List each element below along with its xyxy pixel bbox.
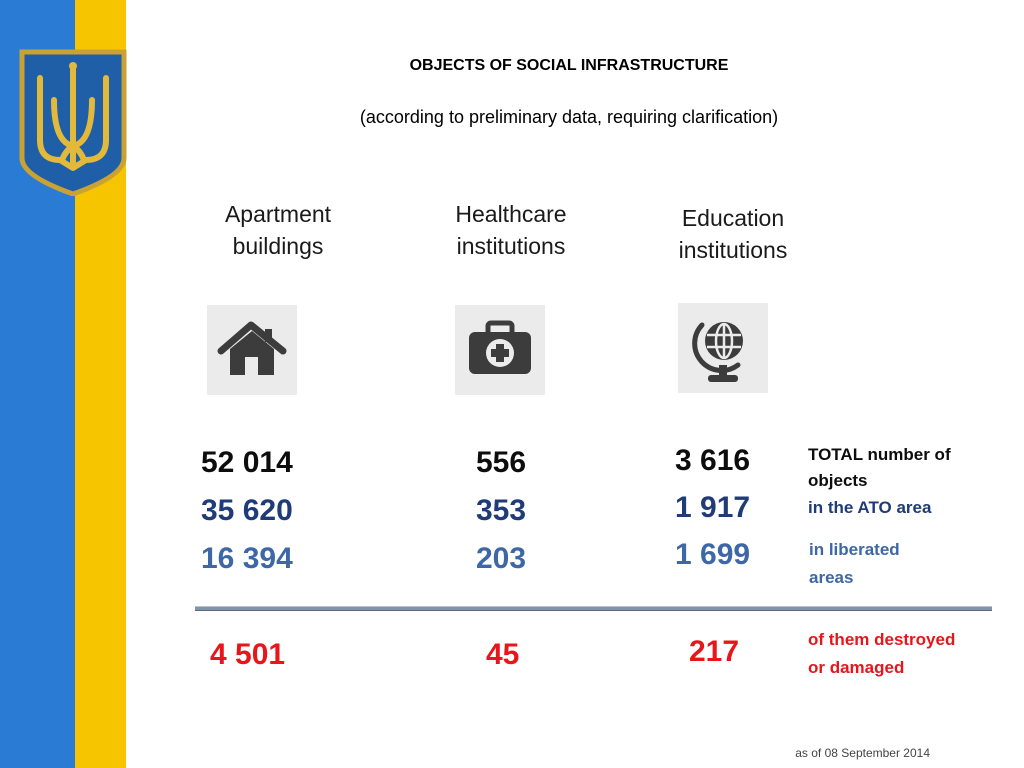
heading-line: Education	[681, 205, 785, 231]
column-heading-healthcare: Healthcare institutions	[421, 198, 601, 262]
legend-total: TOTAL number of objects	[808, 442, 951, 494]
healthcare-liberated-value: 203	[476, 542, 527, 575]
legend-line: objects	[808, 471, 868, 490]
column-heading-apartments: Apartment buildings	[188, 198, 368, 262]
legend-liberated: in liberated areas	[809, 536, 900, 592]
legend-line: of them destroyed	[808, 630, 956, 649]
trident-emblem-icon	[19, 49, 127, 196]
column-heading-education: Education institutions	[643, 202, 823, 266]
heading-line: institutions	[456, 233, 566, 259]
healthcare-icon-tile	[455, 305, 545, 395]
education-icon-tile	[678, 303, 768, 393]
legend-damaged: of them destroyed or damaged	[808, 626, 955, 682]
legend-line: TOTAL number of	[808, 445, 951, 464]
healthcare-total-value: 556	[476, 446, 527, 479]
heading-line: buildings	[232, 233, 324, 259]
medical-kit-icon	[469, 320, 531, 374]
heading-line: institutions	[678, 237, 788, 263]
legend-line: in liberated	[809, 540, 900, 559]
divider-line	[195, 606, 992, 611]
globe-icon	[692, 322, 743, 382]
house-icon	[217, 321, 287, 375]
slide-subtitle: (according to preliminary data, requirin…	[359, 107, 779, 127]
education-total-value: 3 616	[675, 444, 751, 477]
education-ato-value: 1 917	[675, 491, 751, 524]
healthcare-damaged-value: 45	[486, 638, 520, 671]
date-note: as of 08 September 2014	[795, 746, 930, 760]
apartments-damaged-value: 4 501	[210, 638, 286, 671]
heading-line: Healthcare	[455, 201, 567, 227]
education-liberated-value: 1 699	[675, 538, 751, 571]
healthcare-ato-value: 353	[476, 494, 527, 527]
slide-title: OBJECTS OF SOCIAL INFRASTRUCTURE	[409, 57, 729, 74]
apartments-liberated-value: 16 394	[201, 542, 293, 575]
legend-ato: in the ATO area	[808, 498, 932, 517]
apartment-icon-tile	[207, 305, 297, 395]
apartments-total-value: 52 014	[201, 446, 293, 479]
legend-line: or damaged	[808, 658, 905, 677]
education-damaged-value: 217	[689, 635, 740, 668]
apartments-ato-value: 35 620	[201, 494, 293, 527]
legend-line: areas	[809, 568, 854, 587]
heading-line: Apartment	[224, 201, 332, 227]
